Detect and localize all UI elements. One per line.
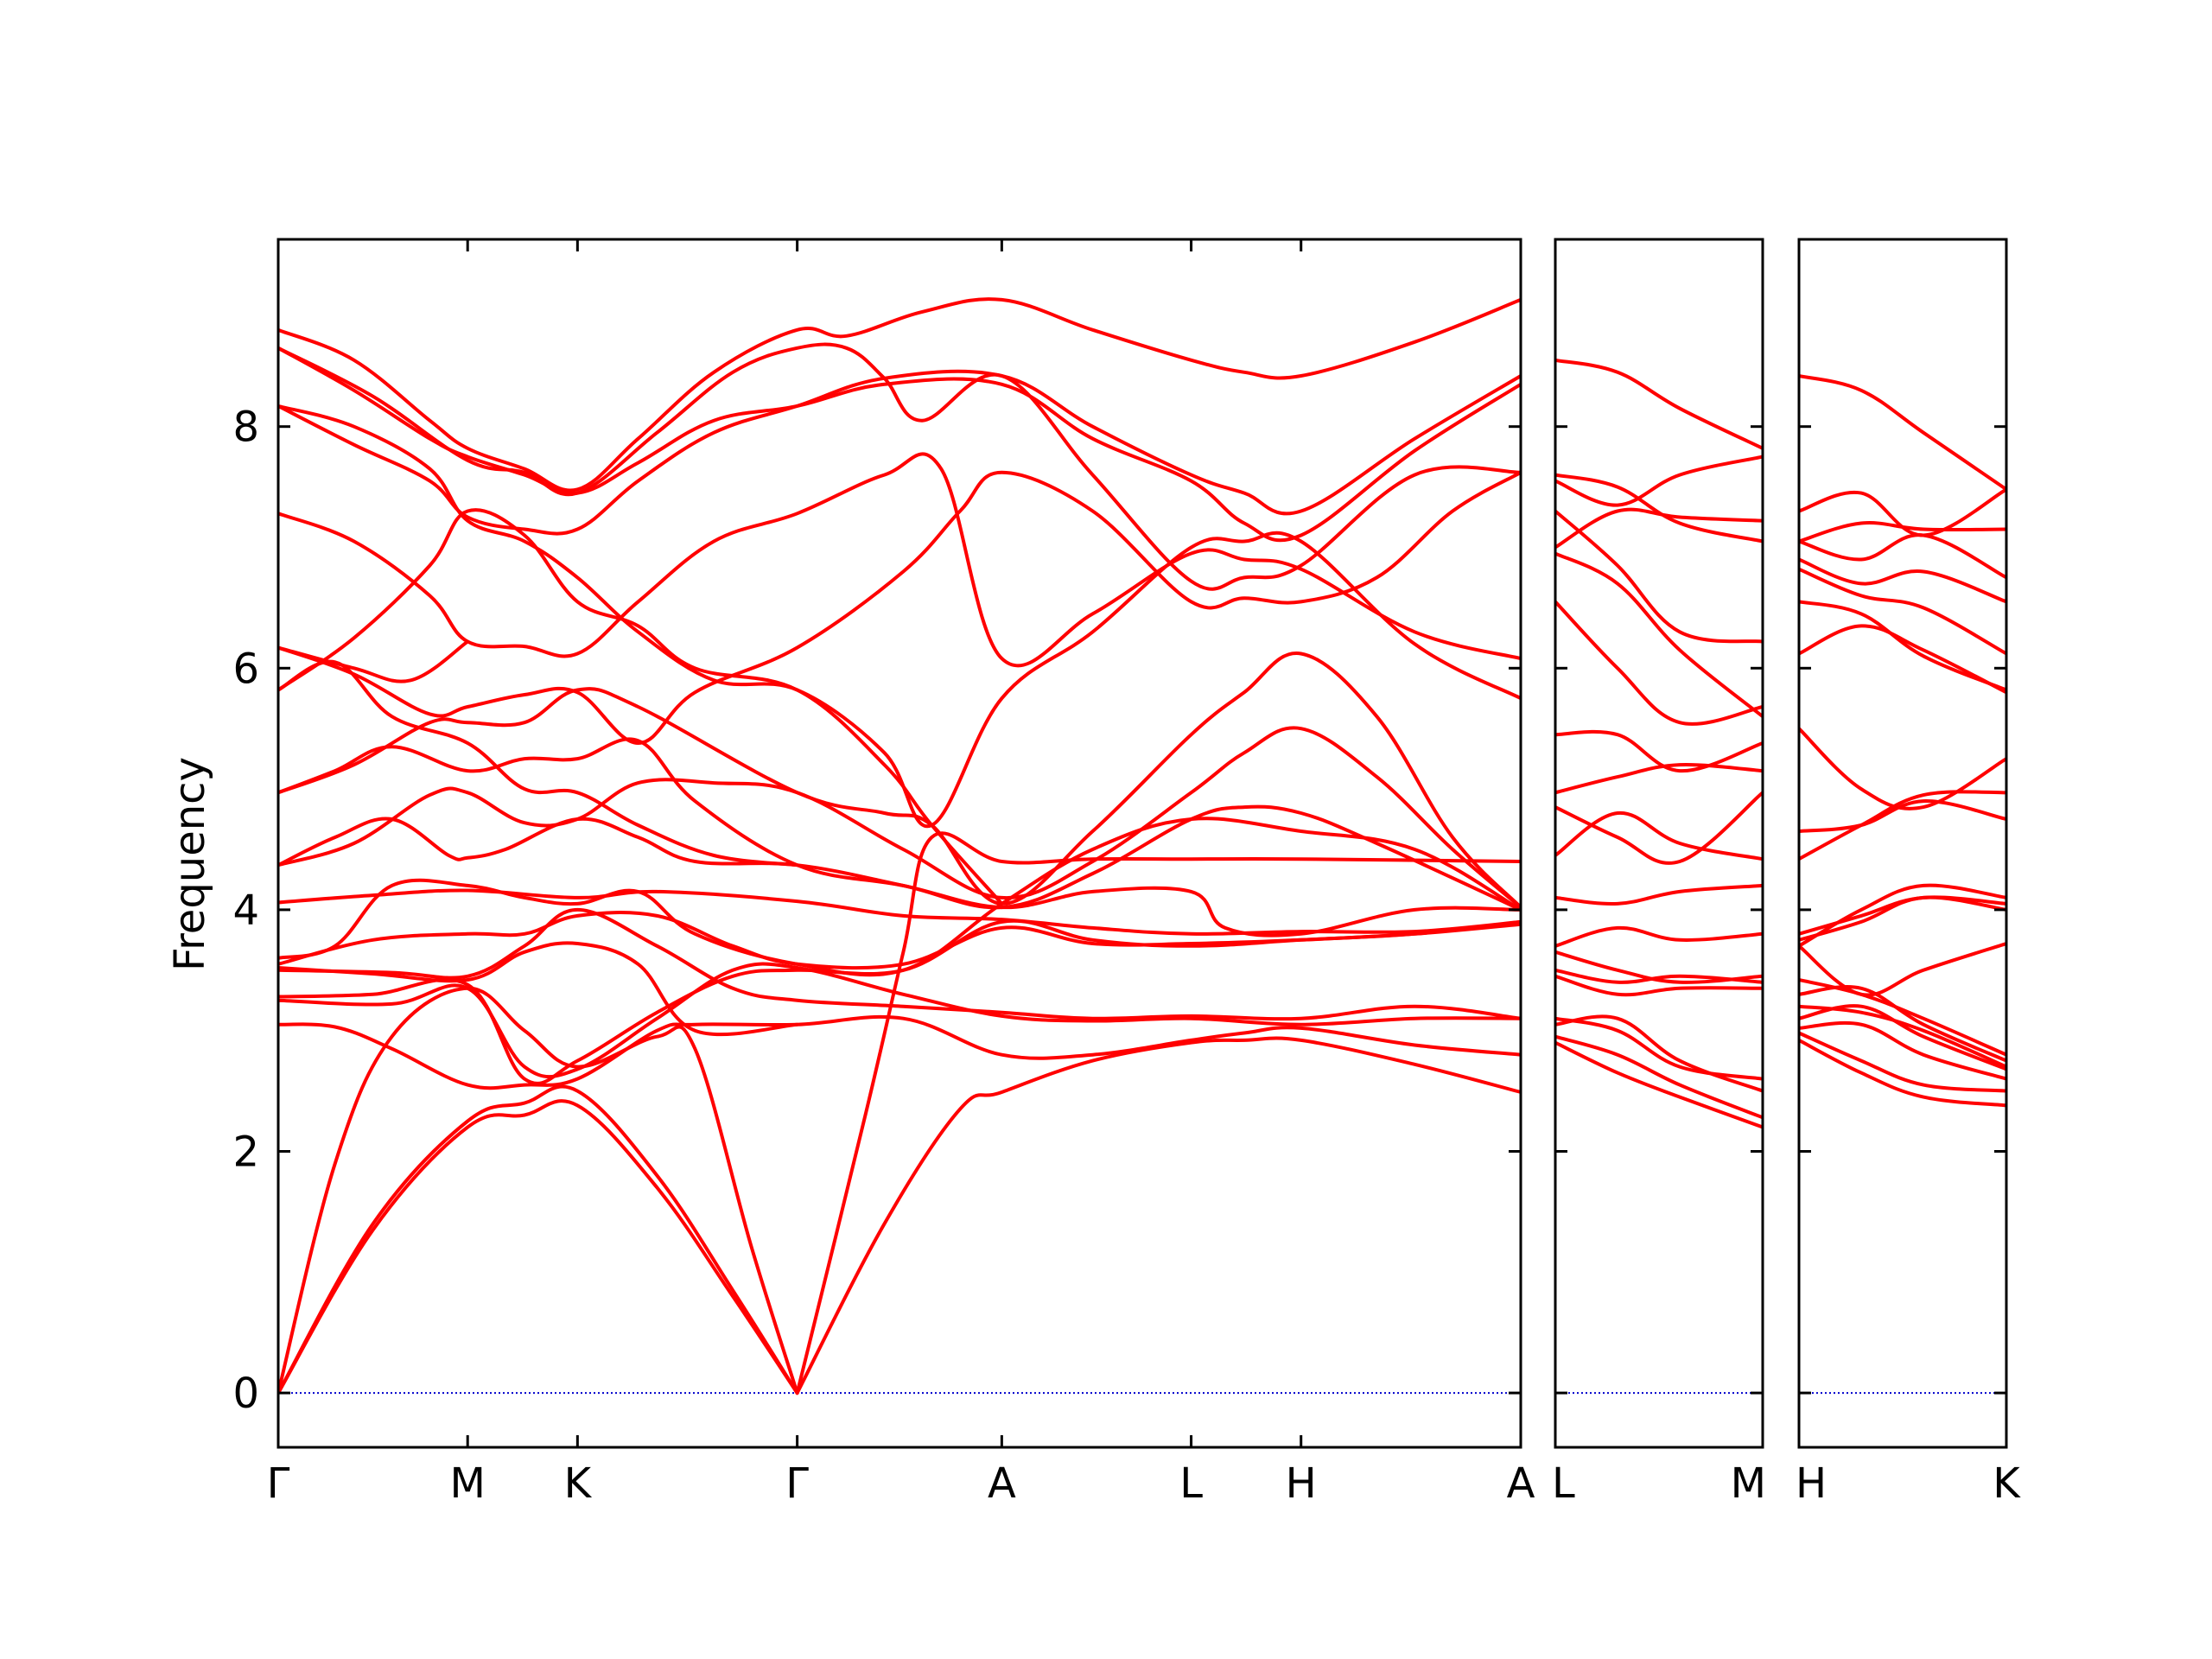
x-tick-label: H	[1796, 1459, 1827, 1508]
band-line-2-4	[1799, 1004, 2006, 1069]
panel-0-bands	[278, 297, 1521, 1395]
band-line-2-6	[1799, 978, 2006, 1057]
band-line-2-19	[1799, 521, 2006, 543]
band-line-2-12	[1799, 799, 2006, 833]
x-tick-label: Γ	[785, 1459, 809, 1508]
band-line-2-21	[1799, 374, 2006, 492]
band-line-0-8	[278, 907, 1521, 1021]
x-tick-label: M	[1731, 1459, 1766, 1508]
band-line-2-8	[1799, 895, 2006, 942]
band-line-1-16	[1555, 473, 1763, 543]
y-tick-label: 8	[232, 404, 259, 452]
band-line-1-6	[1555, 950, 1763, 984]
band-line-0-9	[278, 941, 799, 1037]
band-line-0-26	[278, 342, 1521, 591]
y-tick-label: 0	[232, 1370, 259, 1418]
band-line-1-14	[1555, 551, 1763, 719]
band-line-2-3	[1799, 1004, 2006, 1071]
band-line-1-2	[1555, 1014, 1763, 1093]
x-tick-label: Γ	[267, 1459, 290, 1508]
panel-frame	[276, 238, 1522, 1449]
band-line-0-18	[278, 470, 1521, 745]
y-axis-label: Frequency	[166, 757, 214, 971]
band-line-0-11	[278, 817, 1521, 977]
band-line-0-16	[278, 737, 1521, 912]
y-tick-label: 6	[232, 645, 259, 693]
band-line-0-20	[278, 452, 1521, 668]
band-line-2-2	[1799, 1020, 2006, 1081]
band-line-0-25	[278, 297, 1521, 493]
band-line-0-7	[278, 918, 1521, 1085]
band-line-2-0	[1799, 1038, 2006, 1108]
y-tick-label: 2	[232, 1128, 259, 1176]
band-line-2-20	[1799, 487, 2006, 537]
x-tick-label: L	[1179, 1459, 1203, 1508]
band-line-0-21	[278, 639, 470, 683]
band-line-0-10	[278, 911, 1521, 970]
band-line-1-12	[1555, 729, 1763, 773]
band-line-1-10	[1555, 791, 1763, 865]
bands-layer	[278, 297, 2006, 1395]
panel-frame	[1797, 238, 2008, 1449]
band-line-0-5	[278, 1014, 1521, 1090]
band-line-1-3	[1555, 1016, 1763, 1081]
band-line-0-14	[278, 726, 1521, 910]
panel-1-bands	[1555, 358, 1763, 1395]
band-line-1-7	[1555, 925, 1763, 948]
x-tick-label: A	[988, 1459, 1016, 1508]
frames-layer	[276, 238, 2008, 1449]
band-line-0-1	[278, 1084, 799, 1395]
ticks-layer	[276, 239, 2008, 1447]
band-line-1-13	[1555, 600, 1763, 726]
band-line-2-13	[1799, 727, 2006, 810]
x-tick-label: K	[564, 1459, 593, 1508]
band-line-0-24	[278, 346, 1521, 543]
band-line-0-0	[278, 1099, 799, 1395]
band-line-1-17	[1555, 454, 1763, 507]
band-line-1-4	[1555, 974, 1763, 997]
y-tick-label: 4	[232, 887, 259, 935]
band-line-2-17	[1799, 557, 2006, 604]
band-line-2-16	[1799, 567, 2006, 656]
band-line-2-18	[1799, 533, 2006, 580]
panel-2-bands	[1799, 374, 2006, 1395]
x-tick-label: A	[1507, 1459, 1535, 1508]
band-line-2-11	[1799, 790, 2006, 861]
band-line-1-1	[1555, 1034, 1763, 1120]
band-line-1-11	[1555, 762, 1763, 795]
band-line-2-9	[1799, 895, 2006, 936]
band-line-0-12	[278, 888, 1521, 936]
band-line-1-18	[1555, 507, 1763, 550]
band-line-2-1	[1799, 1031, 2006, 1093]
band-line-0-22	[278, 369, 1521, 536]
panel-frame	[1554, 238, 1764, 1449]
x-tick-label: M	[449, 1459, 485, 1508]
band-line-0-3	[795, 1036, 1521, 1395]
x-tick-label: H	[1286, 1459, 1317, 1508]
band-line-0-2	[278, 986, 799, 1395]
x-tick-label: L	[1552, 1459, 1575, 1508]
band-line-2-15	[1799, 600, 2006, 692]
band-line-1-8	[1555, 883, 1763, 906]
band-line-1-9	[1555, 810, 1763, 861]
band-line-2-7	[1799, 942, 2006, 997]
x-tick-label: K	[1993, 1459, 2021, 1508]
band-line-0-4	[795, 831, 1521, 1395]
band-line-2-10	[1799, 883, 2006, 948]
band-line-1-19	[1555, 358, 1763, 450]
band-line-1-0	[1555, 1040, 1763, 1129]
band-line-1-15	[1555, 509, 1763, 644]
